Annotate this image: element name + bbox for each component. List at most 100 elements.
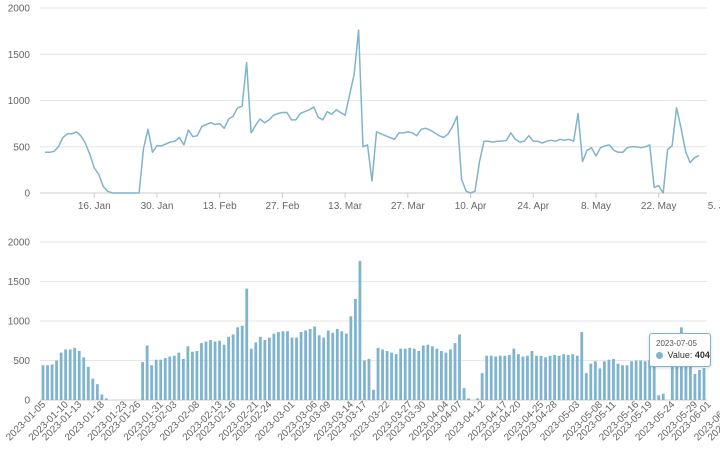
bar[interactable]: [648, 360, 652, 401]
bar[interactable]: [82, 357, 86, 400]
bar[interactable]: [630, 361, 633, 400]
bar[interactable]: [385, 351, 389, 400]
bar[interactable]: [358, 260, 362, 400]
bar[interactable]: [344, 333, 348, 400]
bar[interactable]: [512, 348, 516, 400]
bar[interactable]: [417, 351, 421, 400]
bar[interactable]: [317, 335, 321, 400]
bar[interactable]: [661, 393, 665, 400]
bar[interactable]: [394, 354, 398, 400]
bar[interactable]: [598, 368, 602, 400]
bar[interactable]: [480, 373, 484, 400]
bar[interactable]: [177, 352, 181, 400]
bar[interactable]: [489, 355, 493, 400]
bar[interactable]: [675, 359, 679, 400]
bar[interactable]: [77, 351, 81, 400]
bar[interactable]: [163, 358, 167, 400]
bar[interactable]: [467, 398, 470, 400]
bar[interactable]: [46, 365, 49, 400]
bar[interactable]: [589, 363, 593, 400]
bar[interactable]: [693, 373, 697, 400]
bar[interactable]: [521, 356, 525, 400]
bar[interactable]: [331, 332, 335, 400]
bar[interactable]: [584, 373, 588, 400]
bar[interactable]: [399, 348, 403, 400]
bar[interactable]: [652, 358, 656, 400]
bar[interactable]: [670, 362, 674, 400]
bar[interactable]: [295, 337, 298, 400]
bar[interactable]: [213, 341, 217, 400]
bar[interactable]: [376, 347, 380, 400]
bar[interactable]: [172, 355, 176, 400]
bar[interactable]: [104, 398, 108, 400]
bar[interactable]: [698, 369, 701, 400]
bar[interactable]: [353, 298, 357, 400]
bar[interactable]: [435, 348, 439, 400]
bar[interactable]: [634, 360, 638, 401]
bar[interactable]: [507, 354, 511, 400]
bar[interactable]: [204, 341, 208, 400]
bar[interactable]: [313, 326, 317, 400]
bar[interactable]: [449, 349, 452, 400]
bar[interactable]: [657, 395, 661, 400]
bar[interactable]: [263, 339, 267, 400]
bar[interactable]: [593, 361, 597, 400]
bar[interactable]: [526, 355, 529, 400]
bar[interactable]: [231, 334, 235, 400]
bar[interactable]: [689, 364, 692, 400]
bar[interactable]: [86, 366, 90, 400]
bar[interactable]: [485, 355, 489, 400]
bar[interactable]: [236, 327, 240, 400]
bar[interactable]: [602, 361, 606, 400]
bar[interactable]: [290, 337, 294, 400]
bar[interactable]: [503, 355, 507, 400]
bar[interactable]: [616, 363, 620, 400]
bar[interactable]: [408, 347, 412, 400]
bar[interactable]: [580, 332, 584, 400]
bar[interactable]: [326, 330, 330, 400]
bar[interactable]: [95, 384, 99, 400]
bar[interactable]: [426, 344, 430, 400]
bottom-chart-bars[interactable]: [41, 260, 706, 401]
bar[interactable]: [381, 349, 384, 400]
bar[interactable]: [498, 355, 502, 400]
bar[interactable]: [458, 334, 461, 400]
bar[interactable]: [643, 361, 647, 400]
bar[interactable]: [571, 354, 575, 400]
bar[interactable]: [548, 355, 552, 400]
bar[interactable]: [55, 360, 58, 401]
bar[interactable]: [403, 348, 407, 400]
bar[interactable]: [607, 359, 611, 400]
bar[interactable]: [254, 342, 258, 400]
bar[interactable]: [621, 365, 624, 400]
bar[interactable]: [476, 398, 480, 400]
bar[interactable]: [191, 351, 194, 400]
bar[interactable]: [421, 345, 425, 400]
bar[interactable]: [349, 316, 353, 400]
bar[interactable]: [575, 355, 579, 400]
bar[interactable]: [308, 328, 312, 400]
bar[interactable]: [539, 355, 543, 400]
bar[interactable]: [150, 365, 154, 400]
bar[interactable]: [430, 346, 434, 400]
bar[interactable]: [267, 337, 271, 400]
bar[interactable]: [222, 344, 226, 400]
bar[interactable]: [200, 343, 203, 400]
bar[interactable]: [553, 354, 556, 400]
bar[interactable]: [154, 359, 158, 400]
bar[interactable]: [218, 340, 221, 400]
bar[interactable]: [145, 345, 149, 400]
bar[interactable]: [299, 332, 303, 400]
bar[interactable]: [73, 347, 77, 400]
top-chart-series-line[interactable]: [45, 29, 700, 194]
bar[interactable]: [59, 352, 63, 400]
bar[interactable]: [100, 394, 104, 400]
bar[interactable]: [68, 349, 72, 400]
bar[interactable]: [557, 355, 561, 400]
bar[interactable]: [530, 351, 534, 400]
bar[interactable]: [209, 339, 212, 400]
bar[interactable]: [195, 351, 199, 400]
bar[interactable]: [367, 358, 371, 400]
bar[interactable]: [272, 333, 276, 400]
bar[interactable]: [535, 355, 538, 400]
